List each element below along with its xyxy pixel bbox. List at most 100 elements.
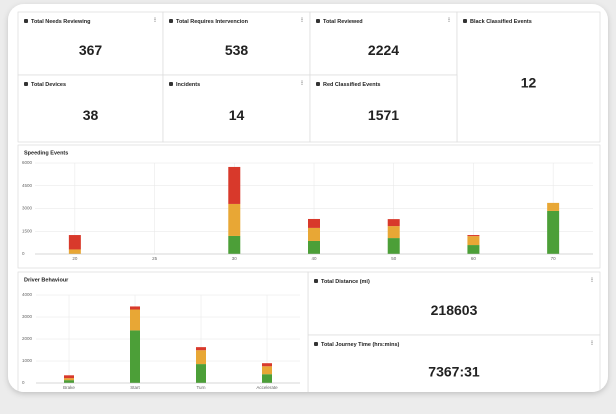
tile-icon (24, 82, 28, 86)
tile-icon (316, 19, 320, 23)
tile-icon (316, 82, 320, 86)
y-tick-label: 1500 (22, 228, 33, 233)
bar-segment (130, 309, 140, 331)
tile-value: 1571 (368, 107, 399, 123)
tile-title: Incidents (176, 82, 200, 88)
menu-dot (301, 20, 303, 22)
bar-segment (547, 202, 560, 211)
menu-dot (301, 80, 303, 82)
y-tick-label: 3000 (22, 206, 33, 211)
tile-title: Total Needs Reviewing (31, 19, 91, 25)
menu-dot (448, 19, 450, 21)
bar-segment (262, 366, 272, 375)
menu-dot (591, 343, 593, 345)
bar-segment (262, 374, 272, 383)
tile (456, 11, 601, 143)
menu-dot (591, 279, 593, 281)
tile-title: Total Journey Time (hrs:mins) (321, 342, 400, 348)
menu-dot (301, 17, 303, 19)
menu-dot (154, 20, 156, 22)
menu-dot (591, 280, 593, 282)
tile-value: 367 (79, 42, 103, 58)
menu-dot (591, 277, 593, 279)
tile-title: Red Classified Events (323, 82, 380, 88)
tile-icon (169, 82, 173, 86)
tile-icon (169, 19, 173, 23)
x-tick-label: 60 (471, 256, 477, 261)
x-tick-label: 25 (152, 256, 158, 261)
x-tick-label: 40 (311, 256, 317, 261)
tile-value: 12 (521, 75, 537, 91)
bar-segment (467, 236, 480, 246)
bar-segment (196, 364, 206, 383)
chart-title: Driver Behaviour (24, 277, 69, 283)
menu-dot (591, 342, 593, 344)
bar-segment (262, 363, 272, 367)
tile-title: Total Requires Intervencion (176, 19, 249, 25)
y-tick-label: 0 (22, 380, 25, 385)
menu-dot (154, 19, 156, 21)
x-tick-label: Turn (196, 385, 206, 390)
tile (307, 334, 601, 392)
bar-segment (196, 347, 206, 351)
x-tick-label: Accelerate (256, 385, 278, 390)
bar-segment (387, 238, 400, 254)
bar-segment (308, 218, 320, 228)
y-tick-label: 3000 (22, 314, 33, 319)
tile-title: Total Devices (31, 82, 66, 88)
bar-segment (196, 350, 206, 365)
bar-segment (547, 210, 560, 254)
y-tick-label: 4500 (22, 183, 33, 188)
tile-title: Total Reviewed (323, 19, 363, 25)
tile-icon (314, 279, 318, 283)
tile-value: 218603 (431, 302, 478, 318)
tile-value: 2224 (368, 42, 399, 58)
bar-segment (130, 330, 140, 383)
menu-dot (301, 82, 303, 84)
bar-segment (64, 378, 74, 381)
menu-dot (448, 20, 450, 22)
x-tick-label: Start (130, 385, 140, 390)
menu-dot (591, 340, 593, 342)
y-tick-label: 6000 (22, 160, 33, 165)
x-tick-label: Brake (63, 385, 75, 390)
bar-segment (467, 235, 480, 237)
y-tick-label: 4000 (22, 292, 33, 297)
tile-title: Black Classified Events (470, 19, 532, 25)
chart-panel (17, 271, 309, 392)
x-tick-label: 30 (232, 256, 238, 261)
y-tick-label: 2000 (22, 336, 33, 341)
bar-segment (130, 306, 140, 310)
bar-segment (228, 235, 241, 254)
tile-title: Total Distance (mi) (321, 279, 370, 285)
tile-icon (314, 342, 318, 346)
tile-value: 38 (83, 107, 99, 123)
bar-segment (64, 375, 74, 379)
tile-icon (463, 19, 467, 23)
tile-value: 538 (225, 42, 249, 58)
menu-dot (154, 17, 156, 19)
tile-icon (24, 19, 28, 23)
menu-dot (448, 17, 450, 19)
tile (162, 74, 311, 143)
tile-value: 14 (229, 107, 245, 123)
bar-segment (387, 226, 400, 239)
x-tick-label: 20 (72, 256, 78, 261)
bar-segment (68, 249, 81, 254)
bar-segment (228, 203, 241, 236)
bar-segment (68, 235, 81, 250)
chart-title: Speeding Events (24, 150, 68, 156)
tile (309, 74, 458, 143)
bar-segment (228, 166, 241, 204)
bar-segment (64, 380, 74, 383)
bar-segment (308, 240, 320, 254)
x-tick-label: 70 (551, 256, 557, 261)
tile-value: 7367:31 (428, 364, 480, 380)
menu-dot (301, 19, 303, 21)
tile (17, 74, 164, 143)
bar-segment (308, 227, 320, 241)
y-tick-label: 1000 (22, 358, 33, 363)
bar-segment (387, 219, 400, 227)
